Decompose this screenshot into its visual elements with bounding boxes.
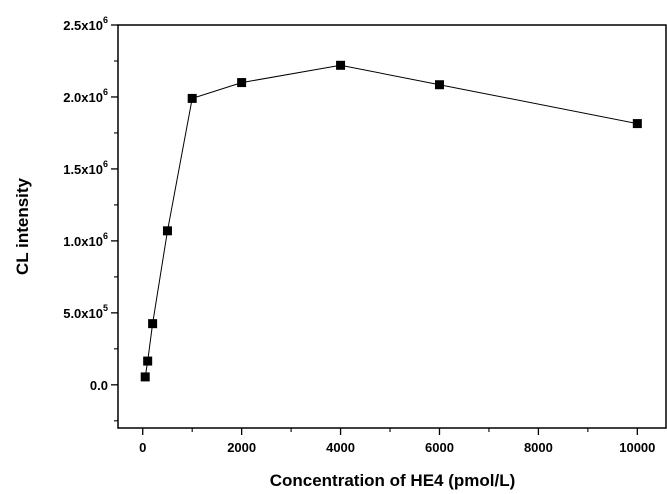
data-point (140, 372, 150, 382)
x-tick-label: 10000 (619, 440, 655, 455)
y-tick-label: 1.5x106 (63, 159, 108, 177)
data-point (162, 226, 172, 236)
x-tick-label: 0 (139, 440, 146, 455)
x-tick-label: 4000 (326, 440, 355, 455)
data-point (143, 356, 153, 366)
data-point (632, 119, 642, 129)
data-point (148, 319, 158, 329)
x-tick-label: 6000 (425, 440, 454, 455)
y-axis-title: CL intensity (13, 177, 32, 275)
plot-frame (117, 24, 667, 429)
x-tick-label: 2000 (227, 440, 256, 455)
x-axis-title: Concentration of HE4 (pmol/L) (270, 471, 516, 490)
y-tick-label: 1.0x106 (63, 231, 108, 249)
y-tick-label: 5.0x105 (63, 303, 108, 321)
data-point (336, 60, 346, 70)
y-tick-label: 2.0x106 (63, 87, 108, 105)
data-point (434, 80, 444, 90)
data-point (237, 78, 247, 88)
y-tick-label: 0.0 (90, 378, 108, 393)
data-point (187, 93, 197, 103)
x-tick-label: 8000 (524, 440, 553, 455)
y-tick-label: 2.5x106 (63, 15, 108, 33)
series-line (144, 64, 638, 377)
